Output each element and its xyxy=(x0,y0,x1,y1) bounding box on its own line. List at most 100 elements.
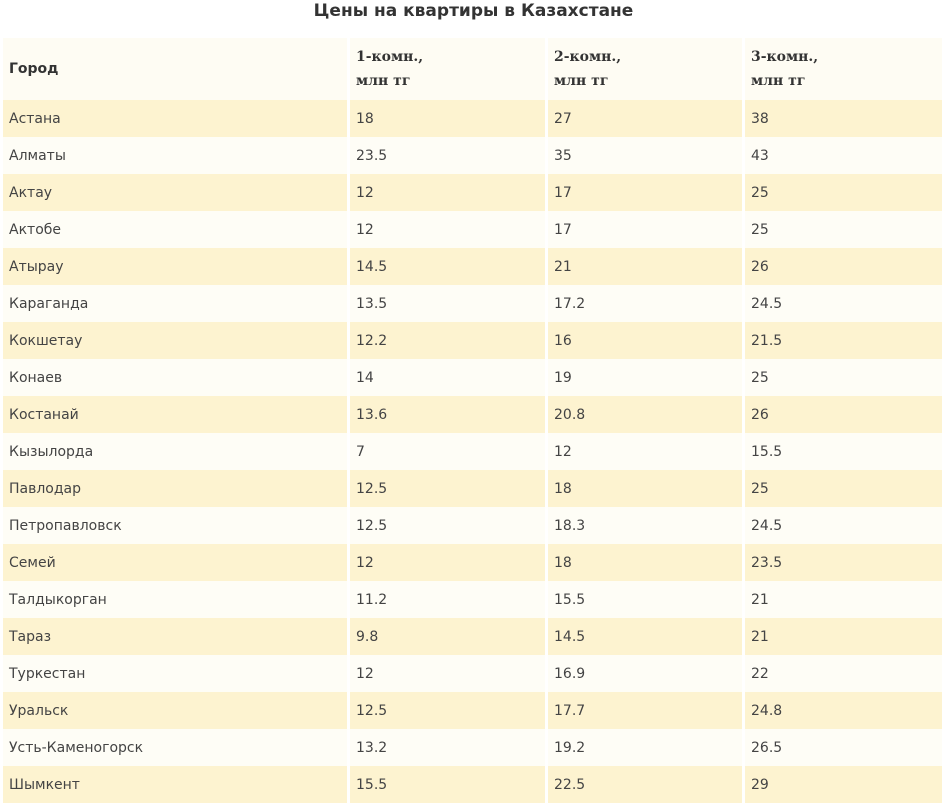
cell-price-2-room: 17.2 xyxy=(548,285,745,322)
cell-city: Петропавловск xyxy=(3,507,350,544)
cell-price-3-room: 24.5 xyxy=(745,285,942,322)
cell-price-3-room: 43 xyxy=(745,137,942,174)
cell-price-1-room: 9.8 xyxy=(350,618,548,655)
table-row: Тараз 9.8 14.5 21 xyxy=(3,618,942,655)
page-title: Цены на квартиры в Казахстане xyxy=(313,1,634,21)
cell-price-3-room: 25 xyxy=(745,470,942,507)
cell-city: Атырау xyxy=(3,248,350,285)
cell-price-3-room: 25 xyxy=(745,174,942,211)
cell-price-3-room: 25 xyxy=(745,359,942,396)
table-row: Павлодар 12.5 18 25 xyxy=(3,470,942,507)
cell-price-3-room: 23.5 xyxy=(745,544,942,581)
cell-price-1-room: 15.5 xyxy=(350,766,548,803)
cell-price-3-room: 24.8 xyxy=(745,692,942,729)
cell-price-1-room: 12 xyxy=(350,174,548,211)
cell-price-2-room: 16.9 xyxy=(548,655,745,692)
column-header-city: Город xyxy=(3,38,350,100)
column-header-3-room: 3-комн., млн тг xyxy=(745,38,942,100)
cell-price-1-room: 12 xyxy=(350,544,548,581)
table-header-row: Город 1-комн., млн тг 2-комн., млн тг 3-… xyxy=(3,38,942,100)
cell-city: Актау xyxy=(3,174,350,211)
cell-price-2-room: 12 xyxy=(548,433,745,470)
cell-price-1-room: 12 xyxy=(350,655,548,692)
table-row: Астана 18 27 38 xyxy=(3,100,942,137)
cell-price-1-room: 7 xyxy=(350,433,548,470)
cell-price-2-room: 17 xyxy=(548,174,745,211)
column-header-3-room-line2: млн тг xyxy=(751,73,806,89)
column-header-2-room-line2: млн тг xyxy=(554,73,609,89)
cell-price-3-room: 38 xyxy=(745,100,942,137)
table-row: Алматы 23.5 35 43 xyxy=(3,137,942,174)
cell-price-3-room: 24.5 xyxy=(745,507,942,544)
table-row: Караганда 13.5 17.2 24.5 xyxy=(3,285,942,322)
cell-price-1-room: 14.5 xyxy=(350,248,548,285)
column-header-1-room-line2: млн тг xyxy=(356,73,411,89)
cell-city: Талдыкорган xyxy=(3,581,350,618)
cell-price-1-room: 13.2 xyxy=(350,729,548,766)
column-header-1-room-line1: 1-комн., xyxy=(356,49,424,65)
cell-price-3-room: 21.5 xyxy=(745,322,942,359)
column-header-2-room: 2-комн., млн тг xyxy=(548,38,745,100)
column-header-3-room-line1: 3-комн., xyxy=(751,49,819,65)
table-row: Актау 12 17 25 xyxy=(3,174,942,211)
table-row: Кокшетау 12.2 16 21.5 xyxy=(3,322,942,359)
cell-price-2-room: 19 xyxy=(548,359,745,396)
cell-price-2-room: 27 xyxy=(548,100,745,137)
table-row: Талдыкорган 11.2 15.5 21 xyxy=(3,581,942,618)
cell-price-1-room: 13.6 xyxy=(350,396,548,433)
cell-price-1-room: 14 xyxy=(350,359,548,396)
table-row: Конаев 14 19 25 xyxy=(3,359,942,396)
cell-price-3-room: 21 xyxy=(745,618,942,655)
cell-price-2-room: 21 xyxy=(548,248,745,285)
cell-city: Семей xyxy=(3,544,350,581)
cell-price-3-room: 25 xyxy=(745,211,942,248)
cell-price-3-room: 26.5 xyxy=(745,729,942,766)
cell-price-2-room: 17 xyxy=(548,211,745,248)
cell-price-2-room: 14.5 xyxy=(548,618,745,655)
cell-price-1-room: 12.5 xyxy=(350,692,548,729)
cell-city: Туркестан xyxy=(3,655,350,692)
cell-price-2-room: 16 xyxy=(548,322,745,359)
price-table: Город 1-комн., млн тг 2-комн., млн тг 3-… xyxy=(3,38,942,803)
cell-price-1-room: 18 xyxy=(350,100,548,137)
cell-price-1-room: 11.2 xyxy=(350,581,548,618)
cell-price-3-room: 22 xyxy=(745,655,942,692)
table-row: Кызылорда 7 12 15.5 xyxy=(3,433,942,470)
cell-city: Тараз xyxy=(3,618,350,655)
table-body: Астана 18 27 38 Алматы 23.5 35 43 Актау 12 17 25 Акт… xyxy=(3,100,942,803)
cell-price-1-room: 12 xyxy=(350,211,548,248)
cell-city: Кокшетау xyxy=(3,322,350,359)
cell-price-2-room: 22.5 xyxy=(548,766,745,803)
table-row: Костанай 13.6 20.8 26 xyxy=(3,396,942,433)
cell-price-2-room: 18 xyxy=(548,544,745,581)
cell-price-2-room: 18 xyxy=(548,470,745,507)
cell-price-1-room: 13.5 xyxy=(350,285,548,322)
cell-price-3-room: 29 xyxy=(745,766,942,803)
table-row: Семей 12 18 23.5 xyxy=(3,544,942,581)
cell-city: Усть-Каменогорск xyxy=(3,729,350,766)
column-header-2-room-line1: 2-комн., xyxy=(554,49,622,65)
cell-price-1-room: 12.2 xyxy=(350,322,548,359)
cell-city: Костанай xyxy=(3,396,350,433)
table-row: Атырау 14.5 21 26 xyxy=(3,248,942,285)
table-row: Актобе 12 17 25 xyxy=(3,211,942,248)
cell-price-2-room: 15.5 xyxy=(548,581,745,618)
cell-city: Шымкент xyxy=(3,766,350,803)
cell-price-2-room: 35 xyxy=(548,137,745,174)
cell-price-3-room: 15.5 xyxy=(745,433,942,470)
table-row: Петропавловск 12.5 18.3 24.5 xyxy=(3,507,942,544)
cell-city: Астана xyxy=(3,100,350,137)
table-row: Уральск 12.5 17.7 24.8 xyxy=(3,692,942,729)
table-row: Шымкент 15.5 22.5 29 xyxy=(3,766,942,803)
cell-price-1-room: 12.5 xyxy=(350,470,548,507)
cell-city: Павлодар xyxy=(3,470,350,507)
cell-price-3-room: 26 xyxy=(745,396,942,433)
cell-price-2-room: 20.8 xyxy=(548,396,745,433)
cell-price-2-room: 18.3 xyxy=(548,507,745,544)
cell-city: Караганда xyxy=(3,285,350,322)
column-header-1-room: 1-комн., млн тг xyxy=(350,38,548,100)
cell-city: Актобе xyxy=(3,211,350,248)
table-row: Туркестан 12 16.9 22 xyxy=(3,655,942,692)
table-row: Усть-Каменогорск 13.2 19.2 26.5 xyxy=(3,729,942,766)
cell-city: Конаев xyxy=(3,359,350,396)
